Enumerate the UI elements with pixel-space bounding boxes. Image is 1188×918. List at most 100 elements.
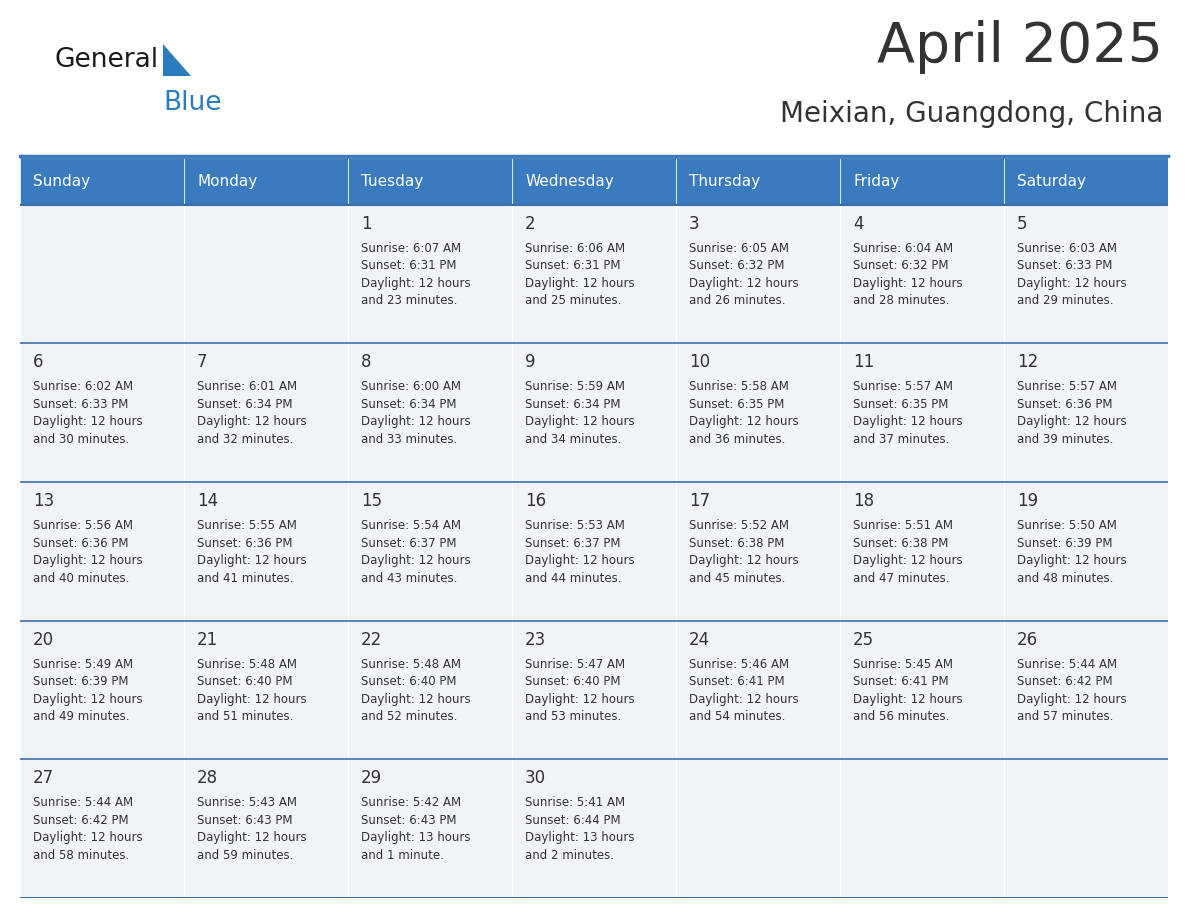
Text: 21: 21 <box>197 631 219 649</box>
Bar <box>20 158 184 205</box>
Bar <box>840 759 1004 898</box>
Text: 6: 6 <box>33 353 44 372</box>
Text: Sunrise: 5:46 AM
Sunset: 6:41 PM
Daylight: 12 hours
and 54 minutes.: Sunrise: 5:46 AM Sunset: 6:41 PM Dayligh… <box>689 657 798 723</box>
Bar <box>1004 621 1168 759</box>
Text: 17: 17 <box>689 492 710 510</box>
Bar <box>512 482 676 621</box>
Text: Meixian, Guangdong, China: Meixian, Guangdong, China <box>779 100 1163 128</box>
Bar <box>676 621 840 759</box>
Text: 7: 7 <box>197 353 208 372</box>
Bar <box>840 343 1004 482</box>
Text: Sunrise: 5:58 AM
Sunset: 6:35 PM
Daylight: 12 hours
and 36 minutes.: Sunrise: 5:58 AM Sunset: 6:35 PM Dayligh… <box>689 380 798 446</box>
Text: 11: 11 <box>853 353 874 372</box>
Bar <box>1004 759 1168 898</box>
Bar <box>676 482 840 621</box>
Text: Sunrise: 5:45 AM
Sunset: 6:41 PM
Daylight: 12 hours
and 56 minutes.: Sunrise: 5:45 AM Sunset: 6:41 PM Dayligh… <box>853 657 962 723</box>
Bar <box>348 759 512 898</box>
Bar <box>184 205 348 343</box>
Text: Sunrise: 6:00 AM
Sunset: 6:34 PM
Daylight: 12 hours
and 33 minutes.: Sunrise: 6:00 AM Sunset: 6:34 PM Dayligh… <box>361 380 470 446</box>
Bar <box>184 343 348 482</box>
Text: Sunrise: 6:04 AM
Sunset: 6:32 PM
Daylight: 12 hours
and 28 minutes.: Sunrise: 6:04 AM Sunset: 6:32 PM Dayligh… <box>853 241 962 308</box>
Text: 9: 9 <box>525 353 536 372</box>
Text: 13: 13 <box>33 492 55 510</box>
Bar <box>840 158 1004 205</box>
Text: Sunrise: 5:52 AM
Sunset: 6:38 PM
Daylight: 12 hours
and 45 minutes.: Sunrise: 5:52 AM Sunset: 6:38 PM Dayligh… <box>689 519 798 585</box>
Text: Sunrise: 5:55 AM
Sunset: 6:36 PM
Daylight: 12 hours
and 41 minutes.: Sunrise: 5:55 AM Sunset: 6:36 PM Dayligh… <box>197 519 307 585</box>
Text: Sunrise: 5:49 AM
Sunset: 6:39 PM
Daylight: 12 hours
and 49 minutes.: Sunrise: 5:49 AM Sunset: 6:39 PM Dayligh… <box>33 657 143 723</box>
Bar <box>512 621 676 759</box>
Text: 8: 8 <box>361 353 372 372</box>
Text: 25: 25 <box>853 631 874 649</box>
Text: Sunrise: 5:59 AM
Sunset: 6:34 PM
Daylight: 12 hours
and 34 minutes.: Sunrise: 5:59 AM Sunset: 6:34 PM Dayligh… <box>525 380 634 446</box>
Text: Sunrise: 5:53 AM
Sunset: 6:37 PM
Daylight: 12 hours
and 44 minutes.: Sunrise: 5:53 AM Sunset: 6:37 PM Dayligh… <box>525 519 634 585</box>
Text: Sunrise: 6:01 AM
Sunset: 6:34 PM
Daylight: 12 hours
and 32 minutes.: Sunrise: 6:01 AM Sunset: 6:34 PM Dayligh… <box>197 380 307 446</box>
Text: 3: 3 <box>689 215 700 233</box>
Bar <box>1004 205 1168 343</box>
Bar <box>348 343 512 482</box>
Text: 15: 15 <box>361 492 383 510</box>
Text: 28: 28 <box>197 769 219 788</box>
Bar <box>184 759 348 898</box>
Bar <box>184 482 348 621</box>
Text: Tuesday: Tuesday <box>361 174 423 189</box>
Bar <box>348 205 512 343</box>
Bar <box>512 759 676 898</box>
Text: Saturday: Saturday <box>1017 174 1086 189</box>
Text: Sunrise: 5:54 AM
Sunset: 6:37 PM
Daylight: 12 hours
and 43 minutes.: Sunrise: 5:54 AM Sunset: 6:37 PM Dayligh… <box>361 519 470 585</box>
Bar <box>348 482 512 621</box>
Text: Sunrise: 5:57 AM
Sunset: 6:35 PM
Daylight: 12 hours
and 37 minutes.: Sunrise: 5:57 AM Sunset: 6:35 PM Dayligh… <box>853 380 962 446</box>
Bar <box>512 205 676 343</box>
Text: 26: 26 <box>1017 631 1038 649</box>
Text: Sunrise: 5:44 AM
Sunset: 6:42 PM
Daylight: 12 hours
and 58 minutes.: Sunrise: 5:44 AM Sunset: 6:42 PM Dayligh… <box>33 797 143 862</box>
Bar <box>20 205 184 343</box>
Text: General: General <box>55 47 159 73</box>
Text: Sunrise: 5:50 AM
Sunset: 6:39 PM
Daylight: 12 hours
and 48 minutes.: Sunrise: 5:50 AM Sunset: 6:39 PM Dayligh… <box>1017 519 1126 585</box>
Bar <box>1004 482 1168 621</box>
Bar <box>676 343 840 482</box>
Text: Sunrise: 5:48 AM
Sunset: 6:40 PM
Daylight: 12 hours
and 51 minutes.: Sunrise: 5:48 AM Sunset: 6:40 PM Dayligh… <box>197 657 307 723</box>
Text: Sunrise: 5:51 AM
Sunset: 6:38 PM
Daylight: 12 hours
and 47 minutes.: Sunrise: 5:51 AM Sunset: 6:38 PM Dayligh… <box>853 519 962 585</box>
Text: Friday: Friday <box>853 174 899 189</box>
Text: Sunrise: 5:43 AM
Sunset: 6:43 PM
Daylight: 12 hours
and 59 minutes.: Sunrise: 5:43 AM Sunset: 6:43 PM Dayligh… <box>197 797 307 862</box>
Bar <box>512 343 676 482</box>
Text: Sunrise: 6:06 AM
Sunset: 6:31 PM
Daylight: 12 hours
and 25 minutes.: Sunrise: 6:06 AM Sunset: 6:31 PM Dayligh… <box>525 241 634 308</box>
Bar <box>676 759 840 898</box>
Bar <box>20 343 184 482</box>
Text: 22: 22 <box>361 631 383 649</box>
Text: Sunday: Sunday <box>33 174 90 189</box>
Text: Sunrise: 6:02 AM
Sunset: 6:33 PM
Daylight: 12 hours
and 30 minutes.: Sunrise: 6:02 AM Sunset: 6:33 PM Dayligh… <box>33 380 143 446</box>
Text: 14: 14 <box>197 492 219 510</box>
Text: Wednesday: Wednesday <box>525 174 614 189</box>
Text: 24: 24 <box>689 631 710 649</box>
Text: 2: 2 <box>525 215 536 233</box>
Bar <box>676 158 840 205</box>
Bar <box>840 482 1004 621</box>
Bar <box>676 205 840 343</box>
Text: 23: 23 <box>525 631 546 649</box>
Text: 1: 1 <box>361 215 372 233</box>
Bar <box>348 158 512 205</box>
Bar <box>348 621 512 759</box>
Text: Thursday: Thursday <box>689 174 760 189</box>
Bar <box>1004 158 1168 205</box>
Bar <box>1004 343 1168 482</box>
Text: 30: 30 <box>525 769 546 788</box>
Text: Sunrise: 5:56 AM
Sunset: 6:36 PM
Daylight: 12 hours
and 40 minutes.: Sunrise: 5:56 AM Sunset: 6:36 PM Dayligh… <box>33 519 143 585</box>
Text: Sunrise: 6:03 AM
Sunset: 6:33 PM
Daylight: 12 hours
and 29 minutes.: Sunrise: 6:03 AM Sunset: 6:33 PM Dayligh… <box>1017 241 1126 308</box>
Bar <box>512 158 676 205</box>
Bar <box>20 759 184 898</box>
Text: 16: 16 <box>525 492 546 510</box>
Text: 29: 29 <box>361 769 383 788</box>
Text: Monday: Monday <box>197 174 258 189</box>
Bar <box>184 621 348 759</box>
Text: 20: 20 <box>33 631 55 649</box>
Text: Sunrise: 6:07 AM
Sunset: 6:31 PM
Daylight: 12 hours
and 23 minutes.: Sunrise: 6:07 AM Sunset: 6:31 PM Dayligh… <box>361 241 470 308</box>
Text: April 2025: April 2025 <box>877 20 1163 74</box>
Text: 19: 19 <box>1017 492 1038 510</box>
Text: 4: 4 <box>853 215 864 233</box>
Text: 5: 5 <box>1017 215 1028 233</box>
Bar <box>840 205 1004 343</box>
Text: Blue: Blue <box>163 90 221 116</box>
Polygon shape <box>163 44 191 76</box>
Text: 10: 10 <box>689 353 710 372</box>
